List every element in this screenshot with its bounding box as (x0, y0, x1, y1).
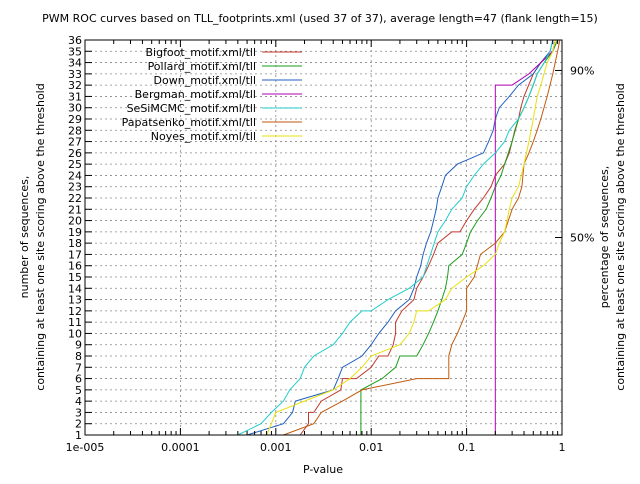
y-tick-label: 4 (75, 395, 82, 408)
x-tick-label: 0.01 (359, 441, 384, 454)
legend-label: SeSiMCMC_motif.xml/tll (127, 102, 256, 115)
chart-title: PWM ROC curves based on TLL_footprints.x… (42, 12, 598, 25)
y2-axis-label-line2: containing at least one site scoring abo… (614, 83, 627, 390)
y-tick-label: 27 (68, 136, 82, 149)
y-tick-label: 3 (75, 406, 82, 419)
y-tick-label: 10 (68, 327, 82, 340)
x-tick-label: 0.001 (260, 441, 292, 454)
x-tick-label: 1e-005 (66, 441, 105, 454)
y-tick-label: 36 (68, 34, 82, 47)
y-tick-label: 21 (68, 203, 82, 216)
y-tick-label: 25 (68, 158, 82, 171)
y-axis-ticks: 1234567891011121314151617181920212223242… (68, 34, 92, 442)
y-tick-label: 23 (68, 181, 82, 194)
series-line (246, 39, 554, 436)
y2-axis-label-line1: percentage of sequences, (598, 166, 611, 308)
x-axis-label: P-value (303, 463, 343, 476)
y-tick-label: 30 (68, 102, 82, 115)
y-tick-label: 35 (68, 45, 82, 58)
y-tick-label: 16 (68, 260, 82, 273)
y-tick-label: 8 (75, 350, 82, 363)
y-tick-label: 14 (68, 282, 82, 295)
y-tick-label: 20 (68, 215, 82, 228)
y-tick-label: 32 (68, 79, 82, 92)
y-tick-label: 18 (68, 237, 82, 250)
legend-label: Down_motif.xml/tll (154, 74, 256, 87)
legend: Bigfoot_motif.xml/tllPollard_motif.xml/t… (122, 46, 302, 143)
y-tick-label: 11 (68, 316, 82, 329)
legend-label: Pollard_motif.xml/tll (148, 60, 256, 73)
legend-label: Bergman_motif.xml/tll (135, 88, 256, 101)
y-axis-label-line2: containing at least one site scoring abo… (34, 83, 47, 390)
y-tick-label: 9 (75, 339, 82, 352)
y-axis-label-line1: number of sequences, (18, 176, 31, 299)
series-line (299, 39, 556, 436)
x-tick-label: 0.1 (458, 441, 476, 454)
grid (85, 40, 562, 435)
y2-tick-label: 50% (570, 232, 594, 245)
y-tick-label: 1 (75, 429, 82, 442)
x-axis-ticks: 1e-005 0.0001 0.001 0.01 0.1 1 (66, 40, 566, 454)
series-line (237, 39, 554, 436)
y-tick-label: 2 (75, 418, 82, 431)
y-tick-label: 22 (68, 192, 82, 205)
y-tick-label: 13 (68, 294, 82, 307)
y-tick-label: 31 (68, 90, 82, 103)
y-tick-label: 17 (68, 248, 82, 261)
series-line (266, 39, 556, 436)
y-tick-label: 5 (75, 384, 82, 397)
x-tick-label: 0.0001 (161, 441, 200, 454)
y-tick-label: 28 (68, 124, 82, 137)
legend-label: Noyes_motif.xml/tll (151, 130, 256, 143)
legend-label: Papatsenko_motif.xml/tll (122, 116, 256, 129)
y-tick-label: 29 (68, 113, 82, 126)
series-layer (237, 39, 561, 436)
y-tick-label: 33 (68, 68, 82, 81)
legend-label: Bigfoot_motif.xml/tll (145, 46, 256, 59)
x-tick-label: 1 (559, 441, 566, 454)
y-tick-label: 12 (68, 305, 82, 318)
y-tick-label: 7 (75, 361, 82, 374)
series-line (283, 39, 561, 436)
y-tick-label: 34 (68, 57, 82, 70)
y-tick-label: 24 (68, 169, 82, 182)
y2-tick-label: 90% (570, 64, 594, 77)
y-tick-label: 19 (68, 226, 82, 239)
y-tick-label: 26 (68, 147, 82, 160)
y-tick-label: 15 (68, 271, 82, 284)
y2-axis-ticks: 50% 90% (555, 64, 594, 245)
y-tick-label: 6 (75, 373, 82, 386)
